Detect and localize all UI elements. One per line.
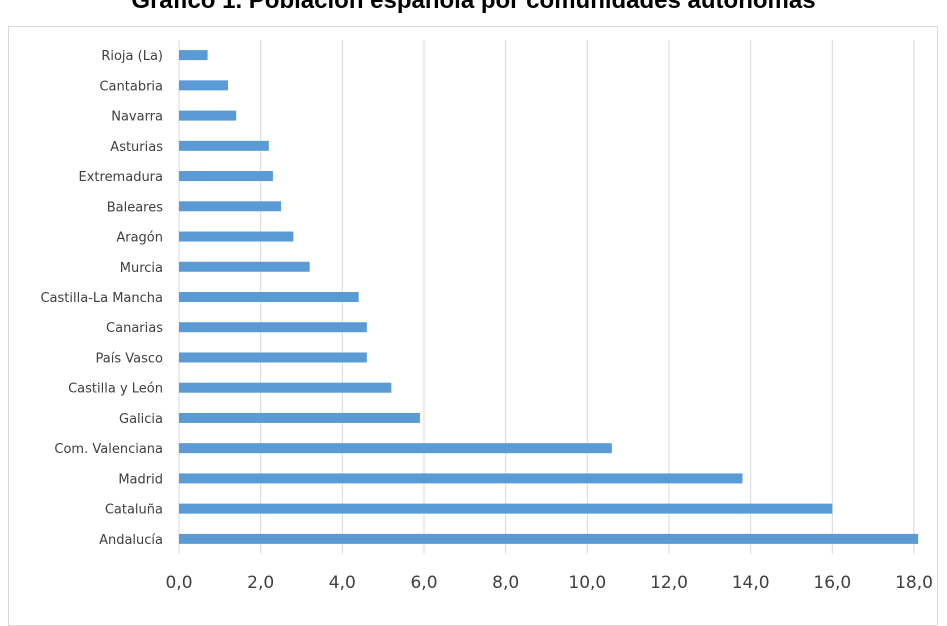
x-tick-label: 6,0 (410, 573, 437, 593)
bars (179, 50, 919, 544)
category-label: Galicia (119, 412, 163, 427)
category-label: Canarias (106, 321, 163, 336)
category-label: Andalucía (99, 533, 163, 548)
bar (179, 533, 919, 544)
bar (179, 443, 612, 454)
x-tick-label: 4,0 (329, 573, 356, 593)
bar (179, 473, 743, 484)
bar (179, 140, 269, 151)
bar (179, 261, 310, 272)
bar (179, 231, 294, 242)
bar (179, 412, 420, 423)
x-tick-label: 2,0 (247, 573, 274, 593)
category-label: Murcia (120, 261, 163, 276)
bar-chart: Andalucía Cataluña Madrid Com. Valenciana Ga… (40, 40, 933, 593)
bar (179, 80, 228, 91)
category-label: Cantabria (99, 79, 163, 94)
bar (179, 201, 282, 212)
category-labels: Andalucía Cataluña Madrid Com. Valenciana Ga… (40, 49, 163, 548)
x-tick-label: 8,0 (492, 573, 519, 593)
x-tick-label: 0,0 (165, 573, 192, 593)
category-label: País Vasco (96, 351, 164, 366)
category-label: Navarra (111, 110, 163, 125)
category-label: Castilla y León (68, 382, 163, 397)
bar (179, 171, 273, 182)
category-label: Baleares (107, 200, 164, 215)
bar (179, 352, 367, 363)
bar (179, 503, 833, 514)
bar (179, 292, 359, 302)
category-label: Extremadura (79, 170, 164, 185)
bar (179, 322, 367, 333)
x-tick-label: 10,0 (568, 573, 606, 593)
x-tick-labels: 0,0 2,0 4,0 6,0 8,0 10,0 12,0 14,0 16,0 18,0 (165, 573, 932, 593)
chart-title: Gráfico 1. Población española por comuni… (131, 0, 816, 14)
x-tick-label: 12,0 (650, 573, 688, 593)
category-label: Madrid (118, 472, 163, 487)
x-tick-label: 18,0 (895, 573, 933, 593)
category-label: Aragón (116, 231, 163, 246)
bar (179, 110, 237, 121)
x-tick-label: 14,0 (732, 573, 770, 593)
category-label: Castilla-La Mancha (40, 291, 163, 306)
category-label: Com. Valenciana (54, 442, 163, 457)
bar (179, 382, 392, 393)
category-label: Asturias (110, 140, 163, 155)
category-label: Cataluña (105, 503, 163, 518)
bar (179, 50, 208, 61)
x-tick-label: 16,0 (813, 573, 851, 593)
category-label: Rioja (La) (101, 49, 163, 64)
